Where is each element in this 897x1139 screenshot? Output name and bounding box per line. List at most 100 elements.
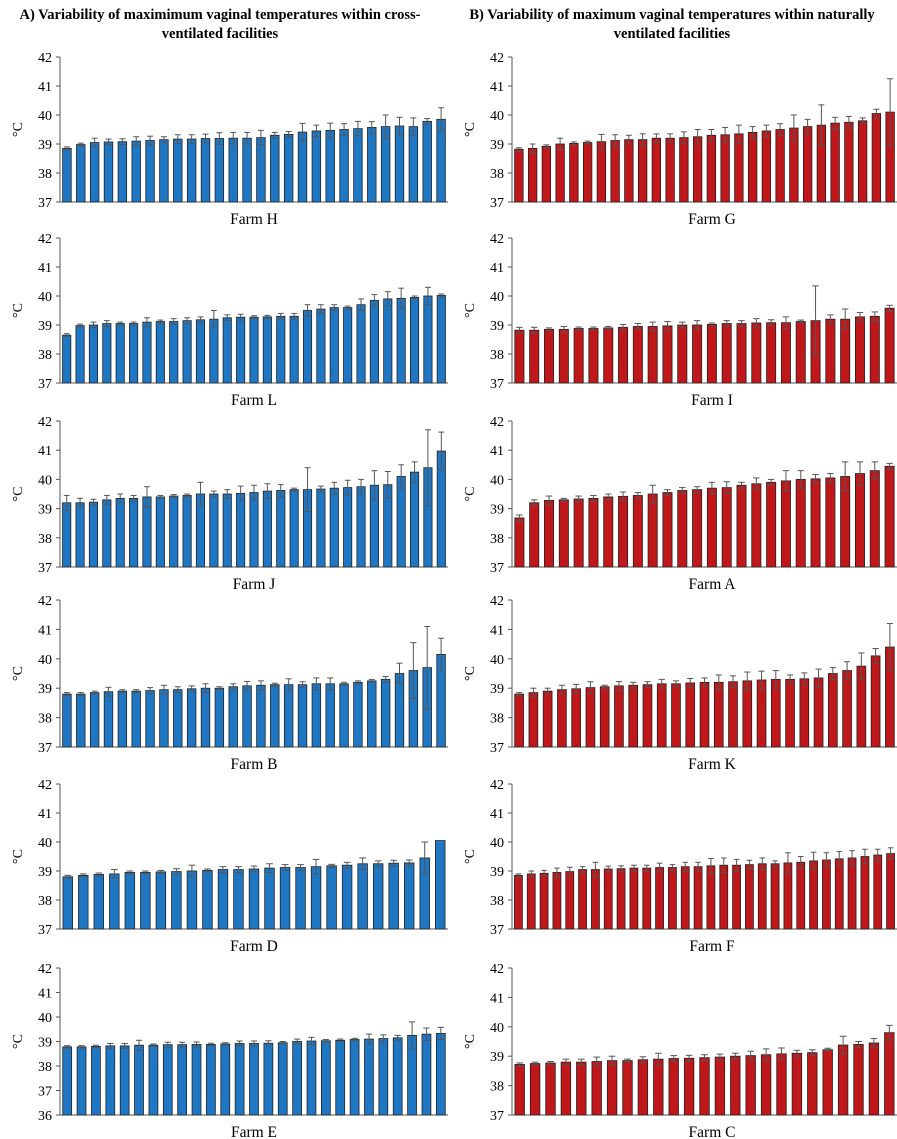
bar bbox=[822, 1049, 833, 1116]
bar bbox=[837, 1044, 849, 1116]
x-axis-label: Farm L bbox=[231, 392, 277, 409]
y-tick-label: 41 bbox=[490, 991, 504, 1006]
bar bbox=[780, 480, 791, 568]
y-tick-label: 40 bbox=[38, 653, 52, 668]
bar bbox=[222, 317, 232, 384]
bar bbox=[558, 499, 569, 568]
bar bbox=[569, 143, 579, 203]
bar bbox=[177, 1044, 188, 1116]
y-tick-label: 38 bbox=[490, 894, 504, 909]
bar bbox=[89, 692, 100, 748]
y-axis-label: °C bbox=[463, 1034, 478, 1049]
bar bbox=[357, 863, 368, 930]
bar bbox=[103, 141, 114, 203]
y-tick-label: 42 bbox=[490, 232, 504, 247]
chart-panel-b2: 37 38 39 40 41 42 °C Farm I bbox=[463, 232, 897, 409]
bar bbox=[396, 297, 406, 384]
y-tick-label: 39 bbox=[490, 682, 504, 697]
chart-panel-a5: 37 38 39 40 41 42 °C Farm D bbox=[11, 778, 448, 955]
bar bbox=[410, 297, 420, 384]
bar bbox=[392, 1037, 403, 1116]
bar bbox=[89, 142, 100, 203]
bar bbox=[834, 858, 844, 930]
chart-panel-a3: 37 38 39 40 41 42 °C Farm J bbox=[11, 415, 448, 593]
bar bbox=[699, 1057, 710, 1116]
bar bbox=[173, 138, 183, 203]
y-tick-label: 37 bbox=[38, 741, 52, 756]
bar bbox=[234, 1043, 245, 1116]
bar bbox=[421, 1033, 432, 1116]
bar bbox=[719, 864, 729, 930]
bar bbox=[668, 1058, 679, 1116]
bar bbox=[228, 137, 238, 203]
bar bbox=[249, 492, 259, 568]
y-axis-label: °C bbox=[11, 122, 26, 137]
bar bbox=[353, 128, 363, 203]
bar bbox=[131, 690, 141, 748]
bar bbox=[182, 495, 192, 568]
bar bbox=[423, 295, 433, 384]
y-tick-label: 40 bbox=[490, 109, 504, 124]
bar bbox=[329, 307, 339, 384]
bar bbox=[129, 497, 139, 568]
x-axis-label: Farm D bbox=[230, 938, 278, 955]
y-tick-label: 39 bbox=[490, 1050, 504, 1065]
y-tick-label: 37 bbox=[38, 1085, 52, 1100]
bar bbox=[884, 465, 895, 568]
y-axis-label: °C bbox=[11, 487, 26, 502]
bar bbox=[171, 871, 182, 930]
y-tick-label: 42 bbox=[490, 415, 504, 430]
bar bbox=[200, 138, 211, 203]
bar bbox=[155, 496, 165, 568]
y-tick-label: 40 bbox=[490, 473, 504, 488]
x-axis-label: Farm F bbox=[689, 938, 735, 955]
bar bbox=[529, 502, 540, 568]
bar bbox=[209, 318, 219, 384]
bar bbox=[542, 690, 553, 748]
bar bbox=[842, 670, 852, 748]
bar bbox=[62, 693, 72, 748]
bar bbox=[279, 867, 291, 930]
bar bbox=[665, 137, 675, 203]
bar bbox=[624, 139, 634, 203]
bar bbox=[685, 682, 696, 748]
bar bbox=[233, 869, 244, 930]
bar bbox=[349, 1039, 360, 1116]
bar bbox=[353, 681, 363, 748]
bar bbox=[186, 688, 197, 748]
bar bbox=[214, 138, 225, 203]
bar bbox=[662, 325, 673, 384]
bar bbox=[383, 298, 393, 384]
bar bbox=[671, 683, 681, 748]
bar bbox=[297, 131, 308, 203]
bar bbox=[436, 295, 446, 384]
bar bbox=[191, 1044, 202, 1116]
bar bbox=[751, 483, 762, 568]
bar bbox=[720, 134, 730, 203]
bar bbox=[706, 324, 717, 384]
bar bbox=[706, 487, 717, 568]
bar bbox=[367, 127, 377, 203]
bar bbox=[236, 493, 246, 568]
bar bbox=[552, 872, 562, 930]
bar bbox=[297, 684, 308, 748]
bar bbox=[795, 321, 806, 384]
bar bbox=[129, 323, 139, 384]
bar bbox=[214, 687, 225, 748]
bar bbox=[884, 1032, 895, 1116]
bar bbox=[341, 864, 353, 930]
bar bbox=[558, 328, 569, 384]
bar bbox=[102, 323, 112, 384]
bar bbox=[766, 481, 777, 568]
bar bbox=[582, 142, 593, 203]
bar bbox=[159, 689, 169, 748]
bar bbox=[873, 854, 883, 930]
bar bbox=[760, 1054, 772, 1116]
bar bbox=[514, 329, 525, 384]
bar bbox=[109, 873, 120, 930]
y-axis-label: °C bbox=[11, 1034, 26, 1049]
bar bbox=[571, 688, 581, 748]
bar bbox=[647, 326, 658, 384]
bar bbox=[795, 478, 806, 568]
bar bbox=[435, 840, 446, 930]
